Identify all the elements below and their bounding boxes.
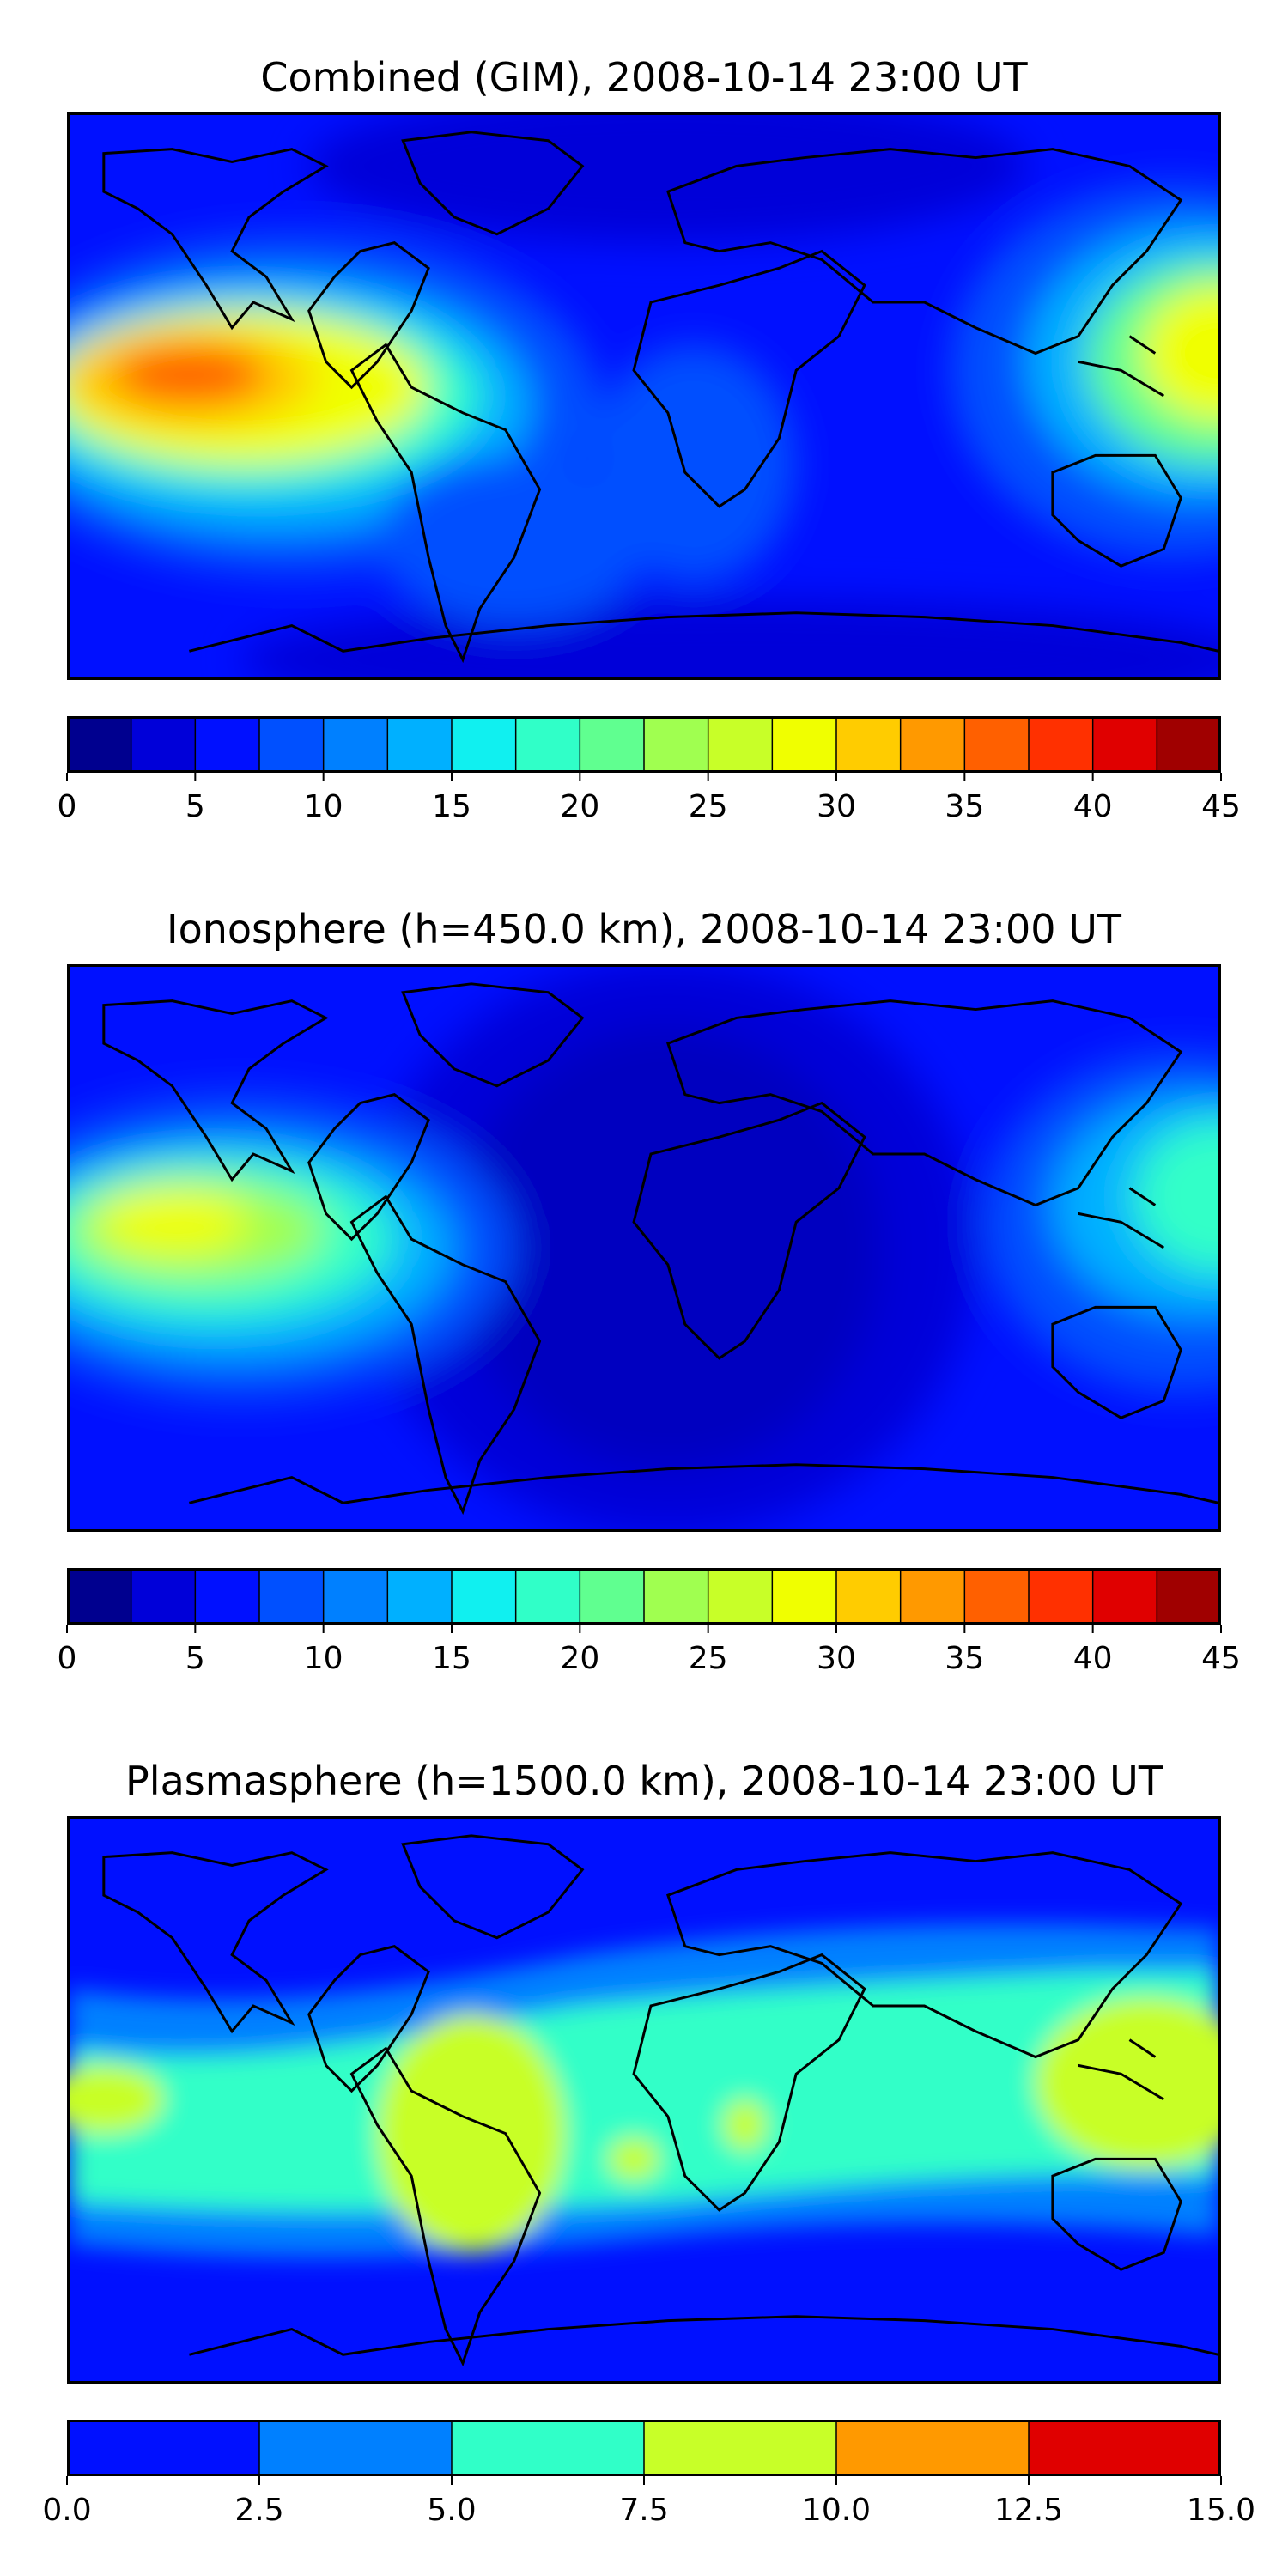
- colorbar-segment: [1029, 716, 1093, 773]
- colorbar-segment: [1157, 1568, 1221, 1625]
- colorbar-tick-label: 0: [57, 1641, 77, 1676]
- colorbar-tick-label: 40: [1072, 1641, 1113, 1676]
- coastlines: [102, 131, 1218, 664]
- colorbar-segment: [708, 716, 773, 773]
- colorbar-segment: [964, 1568, 1029, 1625]
- colorbar-segment: [772, 716, 836, 773]
- colorbar-segment: [772, 1568, 836, 1625]
- colorbar-segment: [580, 1568, 644, 1625]
- colorbar-segment: [67, 2420, 259, 2476]
- map-ionosphere: [67, 964, 1221, 1532]
- colorbar-combined: [66, 716, 1222, 781]
- colorbar-tick-label: 20: [560, 1641, 600, 1676]
- colorbar-tick-label: 25: [688, 1641, 728, 1676]
- colorbar-segment: [259, 2420, 452, 2476]
- colorbar-tick-label: 10: [303, 789, 343, 824]
- colorbar-tick-label: 5.0: [427, 2493, 477, 2528]
- colorbar-tick-label: 30: [817, 1641, 856, 1676]
- panel-title-combined: Combined (GIM), 2008-10-14 23:00 UT: [260, 54, 1028, 100]
- colorbar-segment: [836, 716, 901, 773]
- colorbar-tick-label: 12.5: [993, 2493, 1064, 2528]
- colorbar-tick-label: 45: [1201, 789, 1241, 824]
- colorbar-segment: [1092, 1568, 1157, 1625]
- colorbar-segment: [836, 2420, 1029, 2476]
- colorbar-tick-label: 2.5: [234, 2493, 284, 2528]
- colorbar-segment: [387, 1568, 452, 1625]
- map-combined: [67, 112, 1221, 680]
- colorbar-tick-label: 35: [945, 1641, 985, 1676]
- panel-title-ionosphere: Ionosphere (h=450.0 km), 2008-10-14 23:0…: [167, 906, 1121, 952]
- colorbar-segment: [1157, 716, 1221, 773]
- colorbar-segment: [1029, 2420, 1221, 2476]
- colorbar-segment: [67, 1568, 131, 1625]
- colorbar-segment: [580, 716, 644, 773]
- map-plasmasphere-svg: [70, 1819, 1218, 2381]
- colorbar-svg-1: [66, 1568, 1222, 1633]
- colorbar-segment: [323, 1568, 388, 1625]
- colorbar-plasmasphere: [66, 2420, 1222, 2485]
- colorbar-tick-label: 30: [817, 789, 856, 824]
- colorbar-segment: [259, 716, 324, 773]
- colorbar-tick-label: 0.0: [42, 2493, 92, 2528]
- colorbar-ionosphere: [66, 1568, 1222, 1633]
- colorbar-tick-label: 45: [1201, 1641, 1241, 1676]
- colorbar-tick-label: 15: [432, 789, 471, 824]
- colorbar-tick-label: 20: [560, 789, 600, 824]
- colorbar-segment: [452, 716, 516, 773]
- colorbar-svg-2: [66, 2420, 1222, 2485]
- colorbar-tick-label: 5: [185, 1641, 205, 1676]
- colorbar-segment: [259, 1568, 324, 1625]
- colorbar-tick-label: 35: [945, 789, 985, 824]
- colorbar-svg-0: [66, 716, 1222, 781]
- colorbar-border: [67, 1568, 1221, 1625]
- colorbar-segment: [131, 716, 196, 773]
- colorbar-segment: [644, 1568, 708, 1625]
- colorbar-segment: [964, 716, 1029, 773]
- colorbar-segment: [195, 1568, 259, 1625]
- colorbar-segment: [1092, 716, 1157, 773]
- colorbar-segment: [644, 716, 708, 773]
- colorbar-segment: [1029, 1568, 1093, 1625]
- panel-title-plasmasphere: Plasmasphere (h=1500.0 km), 2008-10-14 2…: [125, 1758, 1163, 1804]
- map-plasmasphere: [67, 1816, 1221, 2384]
- colorbar-border: [67, 716, 1221, 773]
- colorbar-segment: [67, 716, 131, 773]
- colorbar-segment: [452, 1568, 516, 1625]
- colorbar-segment: [708, 1568, 773, 1625]
- colorbar-segment: [195, 716, 259, 773]
- colorbar-segment: [452, 2420, 644, 2476]
- colorbar-tick-label: 10.0: [801, 2493, 872, 2528]
- colorbar-segment: [515, 716, 580, 773]
- colorbar-tick-label: 10: [303, 1641, 343, 1676]
- colorbar-segment: [131, 1568, 196, 1625]
- colorbar-segment: [515, 1568, 580, 1625]
- colorbar-tick-label: 7.5: [619, 2493, 669, 2528]
- colorbar-tick-label: 5: [185, 789, 205, 824]
- colorbar-border: [67, 2420, 1221, 2476]
- colorbar-segment: [644, 2420, 836, 2476]
- colorbar-tick-label: 15: [432, 1641, 471, 1676]
- map-combined-svg: [70, 115, 1218, 677]
- colorbar-segment: [900, 716, 965, 773]
- colorbar-segment: [900, 1568, 965, 1625]
- colorbar-segment: [836, 1568, 901, 1625]
- colorbar-segment: [323, 716, 388, 773]
- colorbar-tick-label: 25: [688, 789, 728, 824]
- colorbar-segment: [387, 716, 452, 773]
- colorbar-tick-label: 40: [1072, 789, 1113, 824]
- map-ionosphere-svg: [70, 967, 1218, 1529]
- colorbar-tick-label: 0: [57, 789, 77, 824]
- colorbar-tick-label: 15.0: [1186, 2493, 1256, 2528]
